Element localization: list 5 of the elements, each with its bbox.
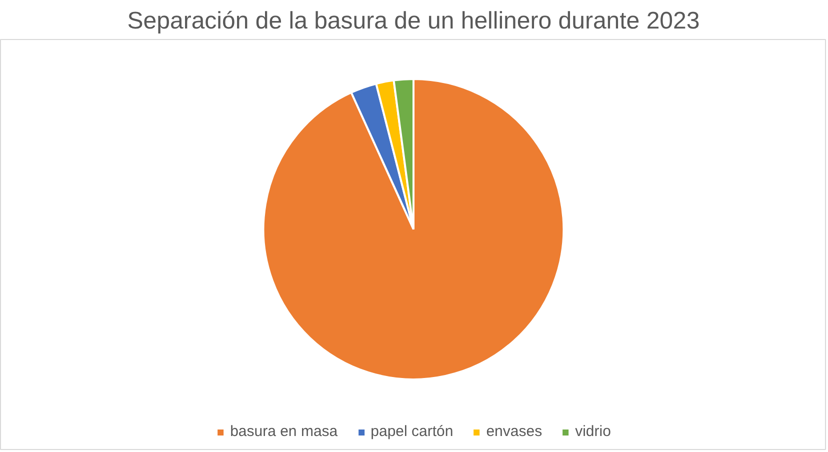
legend-label: basura en masa [230, 423, 338, 440]
legend-label: envases [486, 423, 542, 440]
legend-label: papel cartón [370, 423, 454, 440]
legend-label: vidrio [575, 423, 611, 440]
chart-title: Separación de la basura de un hellinero durante 2023 [127, 8, 700, 34]
